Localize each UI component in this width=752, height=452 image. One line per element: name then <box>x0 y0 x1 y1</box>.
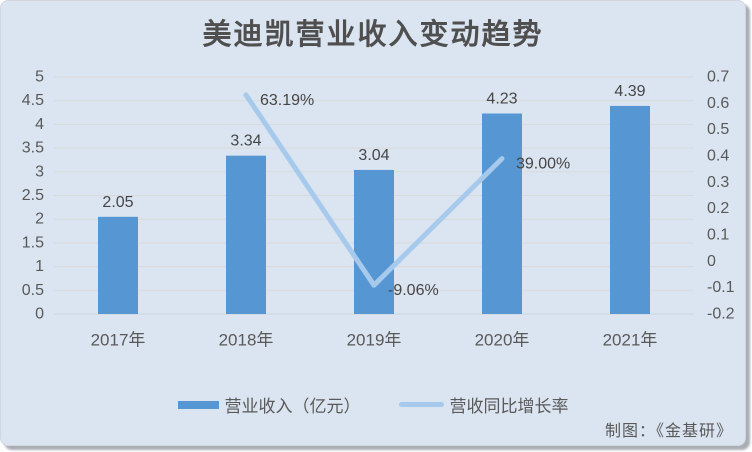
right-axis-tick: 0.2 <box>707 200 729 217</box>
left-axis-tick: 4 <box>35 116 44 133</box>
legend-item-revenue: 营业收入（亿元） <box>177 392 361 417</box>
category-label: 2018年 <box>219 331 274 350</box>
bar-value-label: 4.39 <box>614 83 645 100</box>
credit-text: 制图：《金基研》 <box>604 423 733 440</box>
revenue-bar <box>610 105 650 314</box>
right-axis-tick: 0.1 <box>707 227 729 244</box>
legend: 营业收入（亿元） 营收同比增长率 <box>1 392 745 417</box>
right-axis-tick: 0.3 <box>707 174 729 191</box>
chart-title: 美迪凯营业收入变动趋势 <box>202 17 544 51</box>
left-axis-tick: 5 <box>35 69 44 86</box>
revenue-bar <box>354 169 394 314</box>
right-axis-tick: 0.5 <box>707 121 729 138</box>
growth-value-label: -9.06% <box>388 282 439 299</box>
left-axis-tick: 4.5 <box>22 92 44 109</box>
growth-value-label: 39.00% <box>516 156 570 173</box>
legend-line-swatch-icon <box>398 402 444 407</box>
bar-value-label: 3.04 <box>358 147 389 164</box>
right-axis-tick: 0.6 <box>707 95 729 112</box>
combo-chart: 5 4.5 4 3.5 3 2.5 2 1.5 1 0.5 0 0.7 0.6 0.5 0.4 0.3 0.2 0… <box>22 69 735 350</box>
revenue-bar <box>482 113 522 314</box>
bar-value-label: 3.34 <box>230 133 261 150</box>
left-axis-tick: 2 <box>35 211 44 228</box>
category-label: 2019年 <box>347 331 402 350</box>
legend-label-growth: 营收同比增长率 <box>449 397 569 416</box>
left-axis-tick: 1 <box>35 258 44 275</box>
category-label: 2017年 <box>91 331 146 350</box>
bar-value-label: 2.05 <box>102 194 133 211</box>
right-axis-tick: -0.1 <box>707 279 735 296</box>
revenue-bar <box>98 216 138 314</box>
right-axis-tick: -0.2 <box>707 306 735 323</box>
left-axis-tick: 3.5 <box>22 140 44 157</box>
category-label: 2021年 <box>603 331 658 350</box>
left-axis-tick: 2.5 <box>22 187 44 204</box>
chart-card: 美迪凯营业收入变动趋势 5 4.5 4 3.5 3 2.5 2 1.5 1 0.5 0 0.7 0.6 0… <box>0 0 746 446</box>
left-axis-tick: 3 <box>35 163 44 180</box>
left-axis-tick: 0.5 <box>22 282 44 299</box>
growth-line <box>243 92 505 288</box>
revenue-bar <box>226 155 266 314</box>
right-axis-tick: 0.4 <box>707 148 729 165</box>
right-axis-tick: 0 <box>707 253 716 270</box>
growth-value-label: 63.19% <box>260 92 314 109</box>
category-label: 2020年 <box>475 331 530 350</box>
legend-label-revenue: 营业收入（亿元） <box>224 397 361 416</box>
left-axis-tick: 1.5 <box>22 234 44 251</box>
right-axis-tick: 0.7 <box>707 69 729 86</box>
legend-item-growth: 营收同比增长率 <box>398 392 569 417</box>
bar-value-label: 4.23 <box>486 90 517 107</box>
left-axis-tick: 0 <box>35 306 44 323</box>
legend-bar-swatch-icon <box>177 400 219 409</box>
